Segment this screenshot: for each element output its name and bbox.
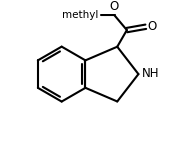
Text: O: O <box>109 0 118 13</box>
Text: methyl: methyl <box>62 10 99 20</box>
Text: O: O <box>147 19 157 33</box>
Text: NH: NH <box>142 67 159 80</box>
